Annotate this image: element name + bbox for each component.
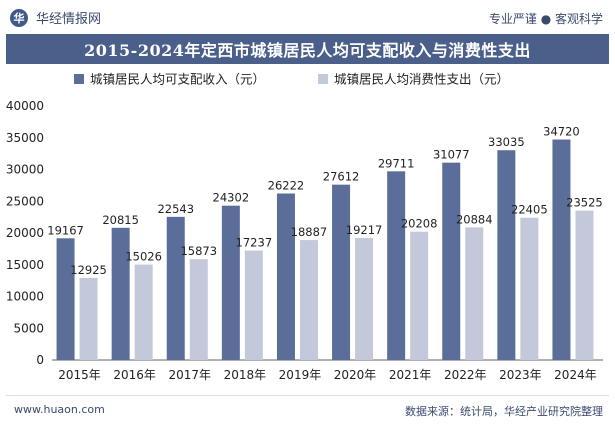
legend-label-2: 城镇居民人均消费性支出（元） <box>334 72 509 87</box>
brand-name: 华经情报网 <box>36 12 102 27</box>
data-label: 20884 <box>456 212 493 226</box>
x-tick-label: 2023年 <box>499 368 542 382</box>
data-label: 26222 <box>268 178 305 192</box>
bar-expense <box>355 237 374 360</box>
bar-expense <box>575 210 594 360</box>
bar-income <box>111 227 130 360</box>
bar-income <box>276 193 295 360</box>
data-label: 27612 <box>323 170 360 184</box>
bar-income <box>497 150 516 360</box>
data-label: 29711 <box>378 156 415 170</box>
bar-income <box>221 205 240 360</box>
data-label: 15873 <box>180 244 217 258</box>
x-tick-label: 2020年 <box>334 368 377 382</box>
legend-label-1: 城镇居民人均可支配收入（元） <box>90 72 265 87</box>
data-label: 18887 <box>291 225 328 239</box>
bar-expense <box>520 217 539 360</box>
footer-website[interactable]: www.huaon.com <box>14 403 105 416</box>
bar-income <box>166 216 185 360</box>
data-label: 12925 <box>70 263 107 277</box>
data-label: 24302 <box>213 191 250 205</box>
bar-expense <box>79 277 98 360</box>
y-tick-label: 20000 <box>6 226 44 240</box>
bar-income <box>552 139 571 360</box>
footer-source: 数据来源：统计局，华经产业研究院整理 <box>405 405 603 418</box>
bar-income <box>332 184 351 360</box>
x-tick-label: 2021年 <box>389 368 432 382</box>
data-label: 22405 <box>511 203 548 217</box>
bar-expense <box>189 259 208 360</box>
y-tick-label: 10000 <box>6 290 44 304</box>
y-tick-label: 0 <box>36 353 44 367</box>
x-tick-label: 2022年 <box>444 368 487 382</box>
bar-expense <box>299 240 318 360</box>
slogan: 专业严谨 ● 客观科学 <box>488 12 603 26</box>
bar-expense <box>244 250 263 360</box>
data-label: 34720 <box>543 125 580 139</box>
bar-chart: 城镇居民人均可支配收入（元） 城镇居民人均消费性支出（元） 0 5000 10000 15… <box>6 72 603 382</box>
y-tick-label: 35000 <box>6 131 44 145</box>
legend-swatch-1 <box>74 74 84 84</box>
data-label: 19167 <box>47 223 84 237</box>
data-label: 20815 <box>102 213 139 227</box>
x-tick-label: 2024年 <box>554 368 597 382</box>
y-tick-label: 25000 <box>6 194 44 208</box>
data-label: 15026 <box>125 250 162 264</box>
data-label: 22543 <box>157 202 194 216</box>
bar-income <box>442 162 461 360</box>
chart-title: 2015-2024年定西市城镇居民人均可支配收入与消费性支出 <box>6 34 609 64</box>
y-tick-label: 40000 <box>6 99 44 113</box>
x-tick-label: 2016年 <box>113 368 156 382</box>
data-label: 33035 <box>488 135 525 149</box>
x-tick-label: 2019年 <box>279 368 322 382</box>
data-label: 19217 <box>346 223 383 237</box>
bar-expense <box>410 231 429 360</box>
data-label: 23525 <box>566 196 603 210</box>
x-tick-label: 2015年 <box>58 368 101 382</box>
bar-expense <box>465 227 484 360</box>
brand-logo[interactable]: 华 华经情报网 <box>10 8 101 27</box>
x-tick-label: 2018年 <box>224 368 267 382</box>
top-bar: 华 华经情报网 专业严谨 ● 客观科学 <box>0 0 615 34</box>
bar-income <box>56 238 75 360</box>
footer-divider <box>6 395 609 396</box>
data-label: 17237 <box>236 236 273 250</box>
legend-swatch-2 <box>318 74 328 84</box>
y-tick-label: 15000 <box>6 258 44 272</box>
bar-income <box>387 171 406 360</box>
data-label: 20208 <box>401 217 438 231</box>
y-tick-label: 5000 <box>13 321 44 335</box>
x-tick-label: 2017年 <box>168 368 211 382</box>
logo-icon: 华 <box>10 8 28 27</box>
y-tick-label: 30000 <box>6 163 44 177</box>
bar-expense <box>134 264 153 360</box>
data-label: 31077 <box>433 148 470 162</box>
